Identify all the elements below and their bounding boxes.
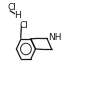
Text: Cl: Cl <box>7 3 16 12</box>
Text: H: H <box>14 11 21 20</box>
Text: Cl: Cl <box>19 21 28 30</box>
Text: NH: NH <box>49 33 62 42</box>
